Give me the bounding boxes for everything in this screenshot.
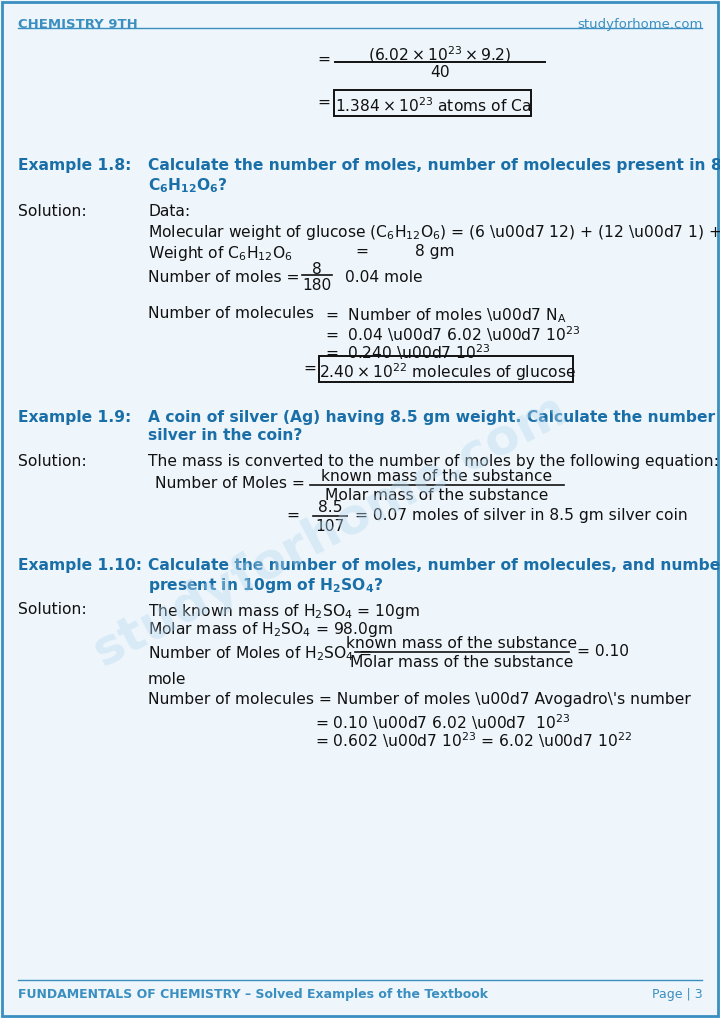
Text: Calculate the number of moles, number of molecules present in 8g of: Calculate the number of moles, number of… [148,158,720,173]
Text: Number of molecules = Number of moles \u00d7 Avogadro\'s number: Number of molecules = Number of moles \u… [148,692,690,706]
Text: Molecular weight of glucose ($\mathrm{C_6H_{12}O_6}$) = (6 \u00d7 12) + (12 \u00: Molecular weight of glucose ($\mathrm{C_… [148,223,720,242]
Text: Example 1.8:: Example 1.8: [18,158,131,173]
Text: Number of molecules: Number of molecules [148,306,314,321]
Text: mole: mole [148,672,186,687]
Text: =: = [317,52,330,67]
Text: $1.384 \times 10^{23}$ atoms of Ca: $1.384 \times 10^{23}$ atoms of Ca [335,96,531,115]
Text: 0.04 mole: 0.04 mole [345,270,423,285]
Text: $(6.02 \times 10^{23} \times 9.2)$: $(6.02 \times 10^{23} \times 9.2)$ [369,44,512,65]
Text: known mass of the substance: known mass of the substance [321,469,552,484]
Text: $2.40 \times 10^{22}$ molecules of glucose: $2.40 \times 10^{22}$ molecules of gluco… [318,361,575,383]
Text: =  Number of moles \u00d7 $\mathrm{N_A}$: = Number of moles \u00d7 $\mathrm{N_A}$ [325,306,567,325]
Text: Solution:: Solution: [18,454,86,469]
Text: =: = [286,508,299,523]
Text: FUNDAMENTALS OF CHEMISTRY – Solved Examples of the Textbook: FUNDAMENTALS OF CHEMISTRY – Solved Examp… [18,988,488,1001]
Text: $\mathbf{C_6H_{12}O_6}$?: $\mathbf{C_6H_{12}O_6}$? [148,176,228,194]
Text: = 0.602 \u00d7 $10^{23}$ = 6.02 \u00d7 $10^{22}$: = 0.602 \u00d7 $10^{23}$ = 6.02 \u00d7 $… [315,730,632,749]
Text: Page | 3: Page | 3 [652,988,703,1001]
Text: 8 gm: 8 gm [415,244,454,259]
Text: Molar mass of the substance: Molar mass of the substance [325,488,549,503]
Text: 40: 40 [430,65,450,80]
Text: Solution:: Solution: [18,602,86,617]
Text: = 0.10: = 0.10 [577,644,629,659]
Text: Molar mass of $\mathrm{H_2SO_4}$ = 98.0gm: Molar mass of $\mathrm{H_2SO_4}$ = 98.0g… [148,620,393,639]
Text: The known mass of $\mathrm{H_2SO_4}$ = 10gm: The known mass of $\mathrm{H_2SO_4}$ = 1… [148,602,420,621]
Text: =  0.04 \u00d7 6.02 \u00d7 $10^{23}$: = 0.04 \u00d7 6.02 \u00d7 $10^{23}$ [325,324,580,344]
Text: Solution:: Solution: [18,204,86,219]
Text: Number of Moles =: Number of Moles = [155,476,305,491]
Text: =  0.240 \u00d7 $10^{23}$: = 0.240 \u00d7 $10^{23}$ [325,342,490,361]
Text: A coin of silver (Ag) having 8.5 gm weight. Calculate the number of moles of: A coin of silver (Ag) having 8.5 gm weig… [148,410,720,425]
Text: Weight of $\mathrm{C_6H_{12}O_6}$: Weight of $\mathrm{C_6H_{12}O_6}$ [148,244,292,263]
Text: The mass is converted to the number of moles by the following equation:: The mass is converted to the number of m… [148,454,719,469]
Text: present in 10gm of $\mathbf{H_2SO_4}$?: present in 10gm of $\mathbf{H_2SO_4}$? [148,576,383,595]
Text: 8.5: 8.5 [318,500,342,515]
Text: =: = [355,244,368,259]
Text: =: = [303,361,316,376]
Text: CHEMISTRY 9TH: CHEMISTRY 9TH [18,18,138,31]
Text: studyforhome.com: studyforhome.com [577,18,703,31]
Text: 107: 107 [315,519,345,534]
Text: Data:: Data: [148,204,190,219]
Text: =: = [317,95,330,110]
Text: = 0.07 moles of silver in 8.5 gm silver coin: = 0.07 moles of silver in 8.5 gm silver … [355,508,688,523]
Text: Number of Moles of $\mathrm{H_2SO_4}$ =: Number of Moles of $\mathrm{H_2SO_4}$ = [148,644,372,663]
Text: = 0.10 \u00d7 6.02 \u00d7  $10^{23}$: = 0.10 \u00d7 6.02 \u00d7 $10^{23}$ [315,712,570,732]
Text: Example 1.10:: Example 1.10: [18,558,142,573]
Text: silver in the coin?: silver in the coin? [148,428,302,443]
Text: Example 1.9:: Example 1.9: [18,410,131,425]
Text: known mass of the substance: known mass of the substance [346,636,577,651]
Text: Calculate the number of moles, number of molecules, and number of atoms: Calculate the number of moles, number of… [148,558,720,573]
Text: 8: 8 [312,262,322,277]
Text: Number of moles =: Number of moles = [148,270,300,285]
Text: studyforhome.com: studyforhome.com [85,385,575,676]
Text: Molar mass of the substance: Molar mass of the substance [351,655,574,670]
Text: 180: 180 [302,278,332,293]
